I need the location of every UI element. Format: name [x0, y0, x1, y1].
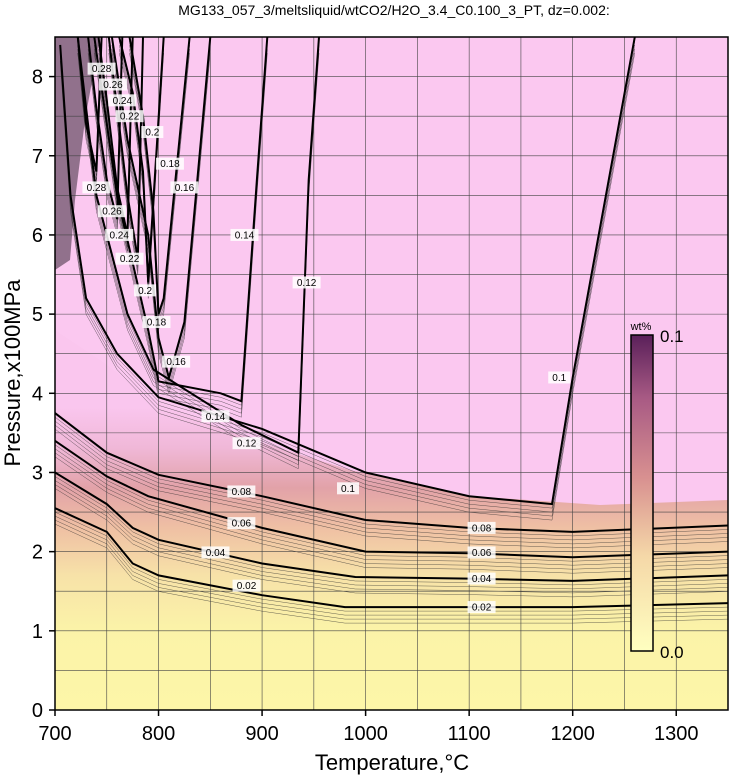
contour-label: 0.28	[87, 62, 116, 75]
y-tick-label: 7	[32, 146, 43, 168]
contour-label: 0.26	[97, 205, 126, 218]
svg-text:0.26: 0.26	[103, 80, 123, 91]
contour-label: 0.12	[232, 437, 261, 450]
colorbar-max-label: 0.1	[660, 327, 684, 346]
svg-text:0.18: 0.18	[160, 159, 180, 170]
svg-text:0.06: 0.06	[232, 519, 252, 530]
contour-label: 0.18	[155, 157, 184, 170]
contour-line	[55, 412, 728, 533]
contour-line	[87, 37, 124, 220]
contour-label: 0.16	[162, 355, 191, 368]
dense-contour-region	[55, 37, 100, 270]
svg-text:0.24: 0.24	[113, 96, 133, 107]
svg-text:0.1: 0.1	[341, 484, 355, 495]
contour-label: 0.24	[108, 94, 137, 107]
contour-line	[55, 439, 728, 559]
svg-text:0.16: 0.16	[175, 183, 195, 194]
y-axis-label: Pressure,x100MPa	[0, 279, 25, 467]
contour-line	[55, 471, 728, 582]
svg-text:0.2: 0.2	[138, 286, 152, 297]
x-tick-label: 1000	[343, 723, 388, 745]
contour-label: 0.08	[467, 521, 496, 534]
contour-line	[55, 507, 728, 609]
svg-text:0.08: 0.08	[232, 487, 252, 498]
x-tick-label: 1200	[550, 723, 595, 745]
colorbar: wt% 0.1 0.0	[630, 321, 684, 662]
contour-label: 0.04	[201, 546, 230, 559]
svg-text:0.02: 0.02	[237, 581, 257, 592]
y-tick-label: 3	[32, 462, 43, 484]
y-tick-label: 5	[32, 304, 43, 326]
colorbar-unit: wt%	[630, 321, 652, 333]
svg-text:0.12: 0.12	[237, 439, 257, 450]
svg-text:0.06: 0.06	[472, 548, 492, 559]
x-tick-label: 700	[38, 723, 71, 745]
svg-text:0.18: 0.18	[147, 318, 167, 329]
svg-text:0.2: 0.2	[145, 128, 159, 139]
svg-text:0.14: 0.14	[206, 412, 226, 423]
y-tick-label: 4	[32, 383, 43, 405]
contour-label: 0.14	[201, 410, 230, 423]
y-axis-ticks: 0 1 2 3 4 5 6 7 8	[32, 67, 55, 722]
x-axis-ticks: 700 800 900 1000 1100 1200 1300	[38, 710, 698, 745]
contour-labels: 0.02 0.04 0.06 0.08 0.02 0.04 0.06 0.08 0.1 0.12 0…	[82, 62, 571, 614]
svg-text:0.12: 0.12	[297, 278, 317, 289]
contour-label: 0.02	[232, 579, 261, 592]
svg-text:0.04: 0.04	[472, 574, 492, 585]
svg-text:0.24: 0.24	[109, 230, 129, 241]
contour-line	[93, 37, 269, 403]
contour-label: 0.2	[141, 126, 164, 139]
svg-text:0.08: 0.08	[472, 523, 492, 534]
contour-label: 0.14	[230, 228, 259, 241]
y-tick-label: 2	[32, 542, 43, 564]
contour-label: 0.28	[82, 181, 111, 194]
svg-text:0.14: 0.14	[235, 230, 255, 241]
contour-label: 0.18	[142, 316, 171, 329]
contour-label: 0.16	[170, 181, 199, 194]
contour-label: 0.04	[467, 572, 496, 585]
contour-line	[110, 37, 212, 382]
contour-label: 0.2	[134, 284, 157, 297]
svg-text:0.26: 0.26	[102, 207, 122, 218]
contour-line	[76, 37, 103, 172]
svg-text:0.1: 0.1	[552, 373, 566, 384]
contour-label: 0.02	[467, 601, 496, 614]
x-tick-label: 800	[142, 723, 175, 745]
svg-text:0.16: 0.16	[166, 357, 186, 368]
contour-line	[118, 37, 165, 283]
svg-text:0.04: 0.04	[206, 548, 226, 559]
y-tick-label: 0	[32, 700, 43, 722]
contour-label: 0.08	[227, 485, 256, 498]
contour-label: 0.06	[227, 517, 256, 530]
svg-text:0.22: 0.22	[120, 254, 140, 265]
contour-label: 0.22	[115, 252, 144, 265]
contour-label: 0.1	[337, 482, 360, 495]
contour-label: 0.24	[105, 228, 134, 241]
x-tick-label: 1300	[654, 723, 699, 745]
svg-text:0.22: 0.22	[120, 112, 140, 123]
plot-frame	[54, 36, 729, 711]
y-tick-label: 8	[32, 67, 43, 89]
colorbar-gradient	[630, 334, 654, 652]
contour-label: 0.1	[548, 371, 571, 384]
y-tick-label: 1	[32, 621, 43, 643]
contour-label: 0.06	[467, 546, 496, 559]
contour-label: 0.12	[292, 276, 321, 289]
contour-line	[59, 37, 636, 506]
svg-text:0.28: 0.28	[92, 64, 112, 75]
y-tick-label: 6	[32, 225, 43, 247]
chart-title: MG133_057_3/meltsliquid/wtCO2/H2O_3.4_C0…	[178, 2, 610, 18]
svg-text:0.28: 0.28	[87, 183, 107, 194]
contour-label: 0.26	[98, 78, 127, 91]
major-contour-lines	[55, 37, 728, 609]
pink-region	[55, 37, 728, 505]
svg-text:0.02: 0.02	[472, 603, 492, 614]
x-tick-label: 900	[245, 723, 278, 745]
colorbar-min-label: 0.0	[660, 643, 684, 662]
contour-label: 0.22	[115, 110, 144, 123]
x-tick-label: 1100	[448, 723, 491, 745]
grid-lines	[55, 37, 728, 710]
x-axis-label: Temperature,°C	[315, 750, 469, 775]
